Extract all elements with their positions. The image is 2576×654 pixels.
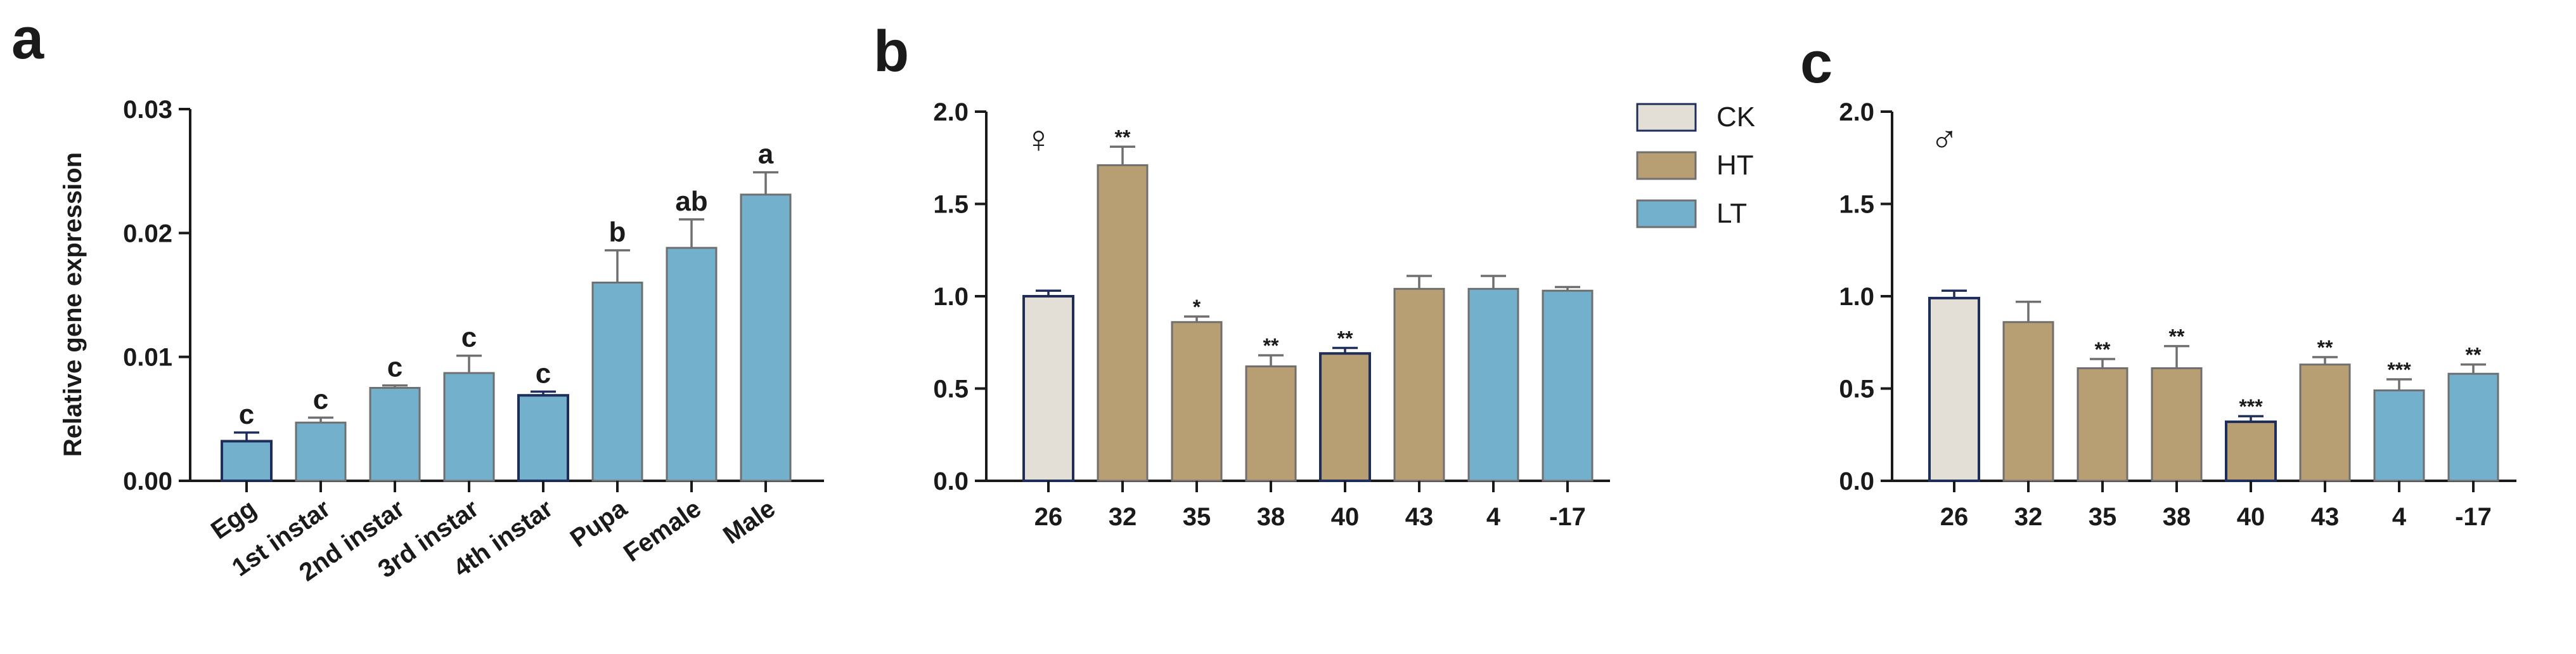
panel-c-xtick-label: 43 (2311, 503, 2340, 531)
panel-a-sig-label: c (387, 352, 402, 383)
panel-a-bar (295, 421, 347, 482)
panel-c: 0.00.51.01.52.026 32 35**38**40***43**4***… (1839, 98, 2516, 531)
panel-c-xtick-label: 38 (2163, 503, 2191, 531)
panel-b-ytick-label: 1.5 (933, 191, 969, 219)
panel-a-ytick-label: 0.00 (123, 468, 172, 495)
panel-c-ytick-label: 1.5 (1839, 191, 1874, 219)
legend-label-ck: CK (1716, 101, 1755, 133)
panel-b-sig-label: * (1193, 296, 1201, 318)
panel-a-sig-label: c (239, 399, 254, 430)
panel-c-xtick-label: 40 (2237, 503, 2265, 531)
panel-c-bar (2002, 321, 2054, 482)
panel-c-bar (2151, 367, 2203, 482)
panel-b-ytick-label: 2.0 (933, 98, 969, 126)
panel-c-ytick-label: 1.0 (1839, 283, 1874, 311)
panel-b-bar (1245, 365, 1297, 482)
panel-a-bar (740, 193, 792, 482)
panel-b-sex-symbol: ♀ (1024, 118, 1053, 160)
panel-a-sig-label: c (536, 358, 551, 389)
panel-a-ylabel: Relative gene expression (59, 152, 87, 457)
panel-a-xtick-label: Male (718, 494, 780, 549)
panel-b-xtick-label: 35 (1183, 503, 1211, 531)
panel-c-xtick-label: 32 (2014, 503, 2043, 531)
panel-c-bar (2225, 420, 2277, 483)
panel-a-bar (369, 387, 421, 482)
panel-b-sig-label: ** (1115, 126, 1131, 148)
panel-b-xtick-label: 4 (1486, 503, 1501, 531)
panel-c-sig-label: *** (2239, 395, 2263, 418)
panel-b-sig-label: ** (1337, 327, 1353, 350)
legend-swatch-lt (1636, 199, 1697, 228)
panel-a-bar (517, 394, 569, 482)
panel-b-bar (1097, 164, 1149, 482)
legend-label-lt: LT (1716, 198, 1747, 229)
panel-b: 0.0 0.5 1.0 1.5 2.0 26 32 ** 35 * 38 ** 40 ** 43 4 -17 ♀ (933, 98, 1610, 531)
panel-c-sig-label: ** (2317, 336, 2333, 359)
panel-a-xtick-label: Female (619, 494, 706, 567)
panel-c-sex-symbol: ♂ (1930, 118, 1959, 160)
panel-b-bar (1319, 352, 1371, 483)
panel-letter-a: a (11, 6, 44, 71)
panel-a-ytick-label: 0.03 (123, 96, 172, 124)
panel-b-xtick-label: 26 (1034, 503, 1063, 531)
panel-a-ytick-label: 0.01 (123, 344, 172, 372)
panel-c-ytick-label: 2.0 (1839, 98, 1874, 126)
panel-c-bar (2077, 367, 2128, 482)
panel-b-bar (1022, 295, 1074, 482)
panel-c-bar (2299, 363, 2351, 482)
panel-b-bar (1171, 321, 1223, 482)
panel-a-sig-label: a (758, 139, 774, 170)
panel-b-xtick-label: -17 (1549, 503, 1586, 531)
panel-c-bar (1928, 296, 1980, 482)
panel-c-sig-label: ** (2466, 344, 2482, 367)
panel-c-sig-label: ** (2095, 338, 2111, 361)
panel-a-bar (591, 281, 643, 482)
panel-b-bar (1467, 287, 1519, 482)
panel-b-xtick-label: 40 (1331, 503, 1360, 531)
legend: CK HT LT (1636, 101, 1755, 229)
panel-a-sig-label: b (609, 217, 626, 248)
panel-b-bar (1393, 287, 1445, 482)
panel-c-bar (2447, 372, 2499, 482)
panel-b-xtick-label: 38 (1257, 503, 1285, 531)
panel-c-ytick-label: 0.5 (1839, 376, 1874, 403)
panel-a-bar (221, 440, 273, 483)
panel-b-ytick-label: 1.0 (933, 283, 969, 311)
panel-letter-b: b (873, 19, 909, 84)
panel-c-sig-label: ** (2169, 325, 2185, 348)
panel-a-ytick-label: 0.02 (123, 219, 172, 247)
panel-c-xtick-label: 4 (2392, 503, 2407, 531)
panel-b-xtick-label: 32 (1109, 503, 1137, 531)
panel-b-sig-label: ** (1263, 334, 1279, 357)
panel-letter-c: c (1800, 30, 1832, 95)
panel-b-xtick-label: 43 (1405, 503, 1434, 531)
panel-a-xtick-label: Egg (206, 494, 261, 544)
panel-c-sig-label: *** (2387, 358, 2411, 381)
panel-c-xtick-label: 35 (2089, 503, 2117, 531)
panel-c-xtick-label: 26 (1940, 503, 1969, 531)
panel-a-sig-label: ab (675, 186, 707, 217)
panel-c-ytick-label: 0.0 (1839, 468, 1874, 495)
legend-swatch-ht (1636, 151, 1697, 180)
panel-a-sig-label: c (461, 322, 477, 353)
legend-swatch-ck (1636, 103, 1697, 132)
legend-label-ht: HT (1716, 150, 1754, 181)
panel-b-bar (1542, 289, 1594, 482)
panel-c-xtick-label: -17 (2455, 503, 2492, 531)
panel-a-sig-label: c (313, 384, 328, 415)
panel-a-bar (443, 372, 495, 482)
panel-a-bar (666, 247, 718, 482)
panel-b-ytick-label: 0.0 (933, 468, 969, 495)
panel-b-ytick-label: 0.5 (933, 376, 969, 403)
panel-c-bar (2373, 389, 2425, 482)
